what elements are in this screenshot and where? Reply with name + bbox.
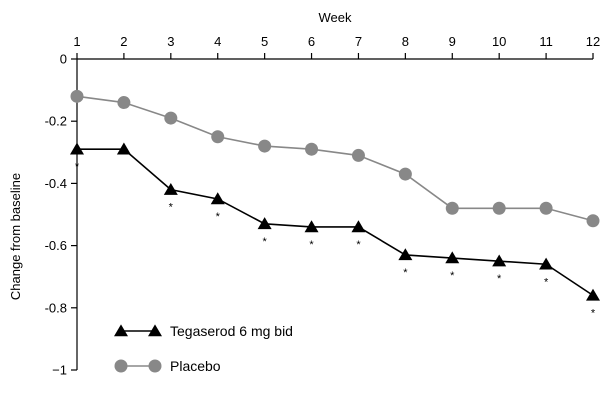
x-tick-label: 7 (355, 34, 362, 49)
data-point (117, 96, 131, 110)
x-tick-label: 10 (492, 34, 506, 49)
legend-marker (114, 359, 128, 373)
series-line (77, 148, 594, 297)
data-point (539, 201, 553, 215)
legend-marker (148, 359, 162, 373)
x-tick-label: 4 (214, 34, 221, 49)
data-point (351, 220, 366, 233)
y-tick-label: -0.2 (45, 114, 67, 129)
y-tick-label: -0.8 (45, 300, 67, 315)
y-axis-title: Change from baseline (8, 173, 23, 300)
y-tick-label: −1 (52, 363, 67, 378)
data-point (586, 214, 600, 228)
significance-marker: * (216, 211, 221, 223)
data-point (257, 217, 272, 230)
y-tick-label: 0 (60, 52, 67, 67)
x-tick-label: 11 (539, 34, 553, 49)
x-tick-label: 3 (167, 34, 174, 49)
data-point (164, 111, 178, 125)
data-point (70, 142, 84, 155)
data-point (586, 288, 600, 301)
significance-marker: * (544, 276, 549, 288)
data-point (305, 142, 319, 156)
x-tick-label: 8 (402, 34, 409, 49)
data-point (258, 139, 272, 153)
y-tick-label: -0.6 (45, 238, 67, 253)
significance-marker: * (403, 267, 408, 279)
data-point (210, 192, 225, 205)
significance-marker: * (591, 307, 596, 319)
legend-label: Placebo (170, 358, 221, 374)
legend-label: Tegaserod 6 mg bid (170, 323, 293, 339)
data-point (398, 248, 413, 261)
x-tick-label: 12 (586, 34, 600, 49)
x-tick-label: 1 (73, 34, 80, 49)
significance-marker: * (169, 202, 174, 214)
x-axis-title: Week (319, 10, 352, 25)
data-point (445, 251, 460, 264)
significance-marker: * (262, 236, 267, 248)
x-tick-label: 9 (449, 34, 456, 49)
data-point (116, 142, 131, 155)
data-point (492, 254, 507, 267)
data-point (163, 182, 178, 195)
x-tick-label: 2 (120, 34, 127, 49)
data-point (398, 167, 412, 181)
significance-marker: * (450, 270, 455, 282)
legend-marker (148, 324, 162, 337)
significance-marker: * (75, 161, 80, 173)
data-point (492, 201, 506, 215)
significance-marker: * (309, 239, 314, 251)
data-point (539, 257, 554, 270)
data-point (304, 220, 319, 233)
data-point (351, 148, 365, 162)
significance-marker: * (497, 273, 502, 285)
data-point (70, 89, 84, 103)
x-tick-label: 6 (308, 34, 315, 49)
x-tick-label: 5 (261, 34, 268, 49)
significance-marker: * (356, 239, 361, 251)
data-point (211, 130, 225, 144)
data-point (445, 201, 459, 215)
y-tick-label: -0.4 (45, 176, 67, 191)
legend-marker (114, 324, 128, 337)
series-line (76, 95, 594, 222)
